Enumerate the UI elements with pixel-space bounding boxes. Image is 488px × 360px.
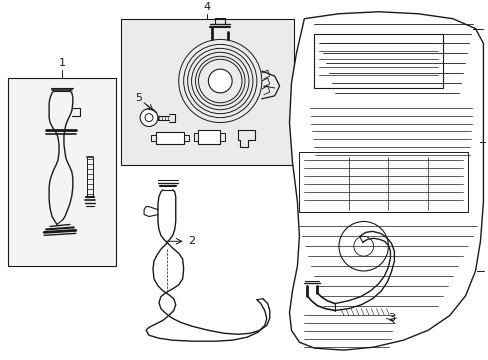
Bar — [299, 152, 467, 212]
Polygon shape — [289, 12, 483, 350]
Text: 1: 1 — [59, 58, 65, 68]
Text: 5: 5 — [135, 93, 142, 103]
Bar — [156, 132, 183, 144]
Text: 3: 3 — [387, 314, 395, 323]
Bar — [121, 19, 294, 165]
Circle shape — [208, 69, 232, 93]
Circle shape — [140, 109, 158, 126]
Bar — [314, 33, 442, 88]
Bar — [198, 130, 220, 144]
Text: 2: 2 — [188, 236, 195, 246]
Text: 4: 4 — [203, 2, 210, 12]
Circle shape — [338, 221, 387, 271]
Circle shape — [360, 231, 376, 247]
Bar — [7, 78, 116, 266]
